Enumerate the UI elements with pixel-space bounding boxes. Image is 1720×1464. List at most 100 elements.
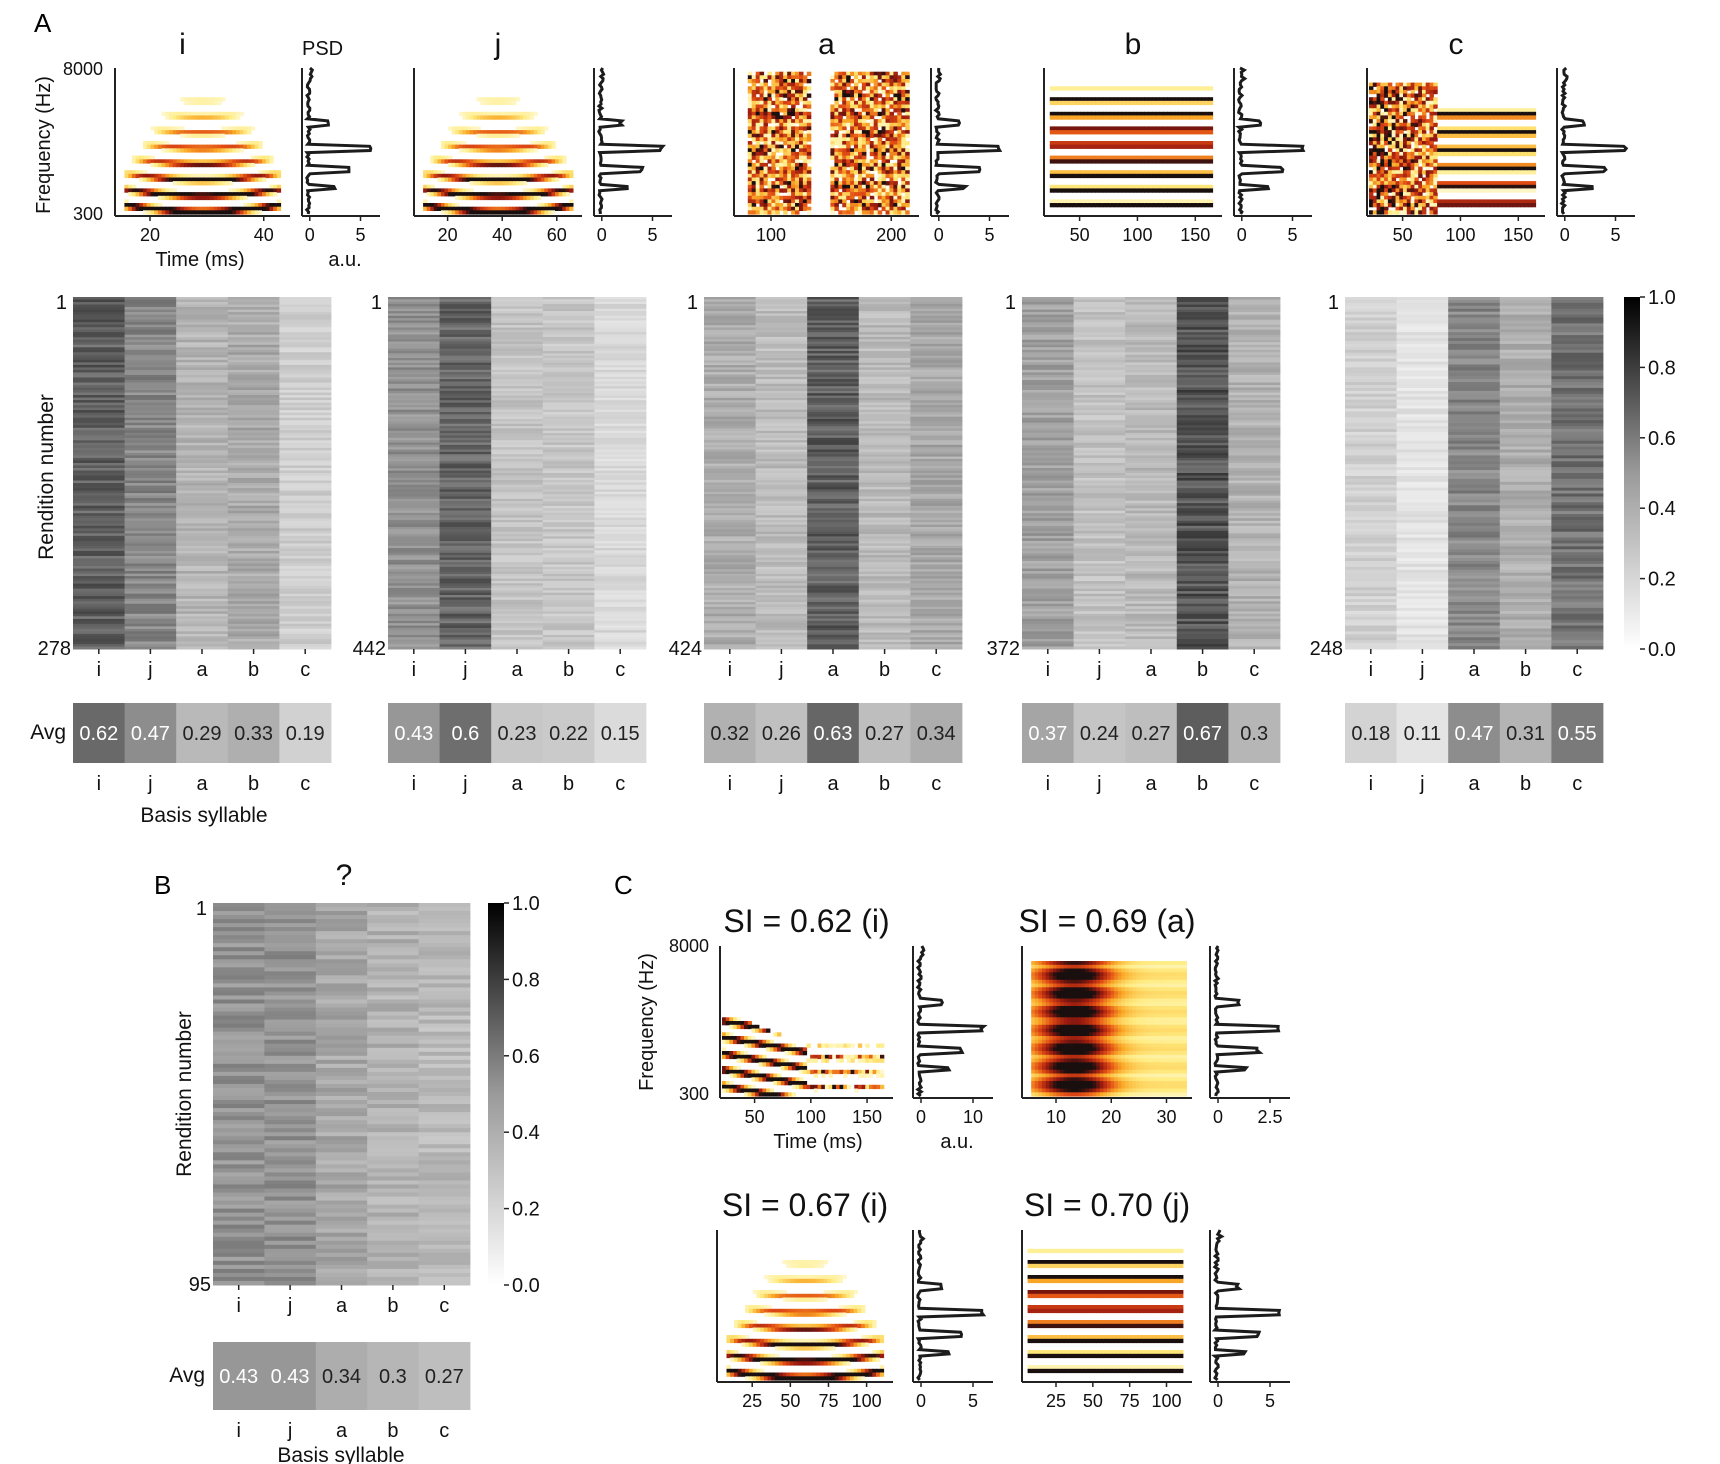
spectrogram-c-cell [1399,162,1404,168]
spectrogram-b-cell [1129,170,1134,175]
spectrogram-i-cell [150,155,155,160]
spectrogram-c-cell [1456,133,1461,138]
spectrogram-a-cell [791,126,796,131]
spectrogram-b-cell [1174,155,1179,160]
heatmap-i-cell [73,465,125,469]
spectrogram-i-cell [169,159,174,164]
heatmap-i-cell [279,616,332,620]
spectrogram-c-cell [1448,115,1453,120]
spectrogram-a-cell [787,97,792,102]
spectrogram-i-cell [217,115,222,120]
spectrogram-a-cell [783,184,788,190]
spectrogram-c-cell [1497,181,1502,186]
spectrogram-j-cell [483,206,488,211]
spectrogram-a-cell [759,188,765,193]
heatmap-i-cell [279,548,332,552]
spectrogram-a-cell [893,93,898,98]
spectrogram-i-cell [206,148,211,153]
spectrogram-a-cell [889,79,894,84]
spectrogram-j-cell [469,144,474,149]
spectrogram-j-cell [483,159,488,164]
spectrogram-j-cell [501,148,506,153]
spectrogram-c-cell [1391,203,1397,208]
spectrogram-j-spec-xtick-label: 20 [438,225,458,245]
spectrogram-i-cell [250,188,256,193]
spectrogram-c-cell [1459,170,1465,175]
heatmap-i-cell [73,354,125,358]
heatmap-i-cell [176,395,229,399]
spectrogram-b-cell [1144,97,1149,102]
spectrogram-b-cell [1049,170,1055,175]
spectrogram-i-cell [228,173,233,179]
spectrogram-a-cell [893,79,898,84]
spectrogram-c-cell [1403,108,1408,113]
heatmap-i-cell [227,319,280,323]
heatmap-i-cell [279,437,332,441]
heatmap-i-cell [73,420,125,424]
spectrogram-b-cell [1057,155,1062,160]
spectrogram-a-cell [834,173,839,179]
spectrogram-c-cell [1467,166,1472,171]
spectrogram-c-cell [1425,199,1431,204]
heatmap-i-cell [176,548,229,552]
spectrogram-j-cell [487,210,492,215]
spectrogram-j-cell [533,159,538,164]
spectrogram-i-cell [254,206,259,211]
spectrogram-c-cell [1516,184,1521,190]
spectrogram-a-cell [869,210,875,215]
spectrogram-c-cell [1490,126,1495,131]
spectrogram-b-cell [1068,184,1074,190]
spectrogram-c-cell [1433,130,1438,135]
spectrogram-b-cell [1189,97,1195,102]
spectrogram-a-cell [751,104,757,109]
spectrogram-b-cell [1117,86,1123,91]
spectrogram-j-cell [441,206,446,211]
heatmap-i-cell [227,633,280,637]
spectrogram-c-cell [1414,141,1419,146]
heatmap-i-cell [279,581,332,585]
spectrogram-c-cell [1380,122,1385,128]
spectrogram-b-cell [1163,97,1168,102]
spectrogram-j-cell [448,203,453,208]
spectrogram-c-cell [1474,184,1480,190]
spectrogram-b-cell [1121,130,1127,135]
spectrogram-b-cell [1053,173,1058,179]
spectrogram-c-cell [1376,199,1381,204]
spectrogram-c-cell [1467,126,1472,131]
spectrogram-c-cell [1459,115,1465,120]
spectrogram-j-cell [448,173,453,179]
spectrogram-a-cell [767,144,772,149]
spectrogram-c-cell [1387,100,1393,106]
spectrogram-c-cell [1437,181,1442,186]
spectrogram-a-cell [755,79,761,84]
spectrogram-b-cell [1091,155,1096,160]
spectrogram-a-cell [905,192,910,197]
heatmap-i-avg-value: 0.19 [286,723,325,745]
heatmap-i-cell [227,563,280,567]
spectrogram-i-cell [161,130,166,135]
spectrogram-c-cell [1369,137,1374,142]
heatmap-i-cell [124,460,177,464]
spectrogram-c-cell [1429,130,1434,135]
spectrogram-i-cell [258,192,263,197]
spectrogram-b-cell [1087,111,1092,117]
spectrogram-j-cell [523,206,528,211]
spectrogram-j-cell [515,192,520,197]
spectrogram-c-cell [1444,133,1450,138]
spectrogram-i-cell [195,210,200,215]
spectrogram-b-cell [1170,97,1176,102]
spectrogram-c-cell [1448,111,1453,117]
heatmap-i-cell [124,515,177,519]
heatmap-i-cell [73,372,125,376]
spectrogram-c-cell [1509,133,1514,138]
heatmap-i-cell [73,329,125,333]
spectrogram-i-cell [221,192,226,197]
spectrogram-b-cell [1155,155,1161,160]
spectrogram-b-cell [1106,199,1111,204]
spectrogram-a-cell [858,126,863,131]
spectrogram-j-cell [508,173,513,179]
spectrogram-b-cell [1087,86,1092,91]
spectrogram-i-cell [250,192,256,197]
spectrogram-a-cell [775,192,780,197]
spectrogram-a-cell [861,206,867,211]
